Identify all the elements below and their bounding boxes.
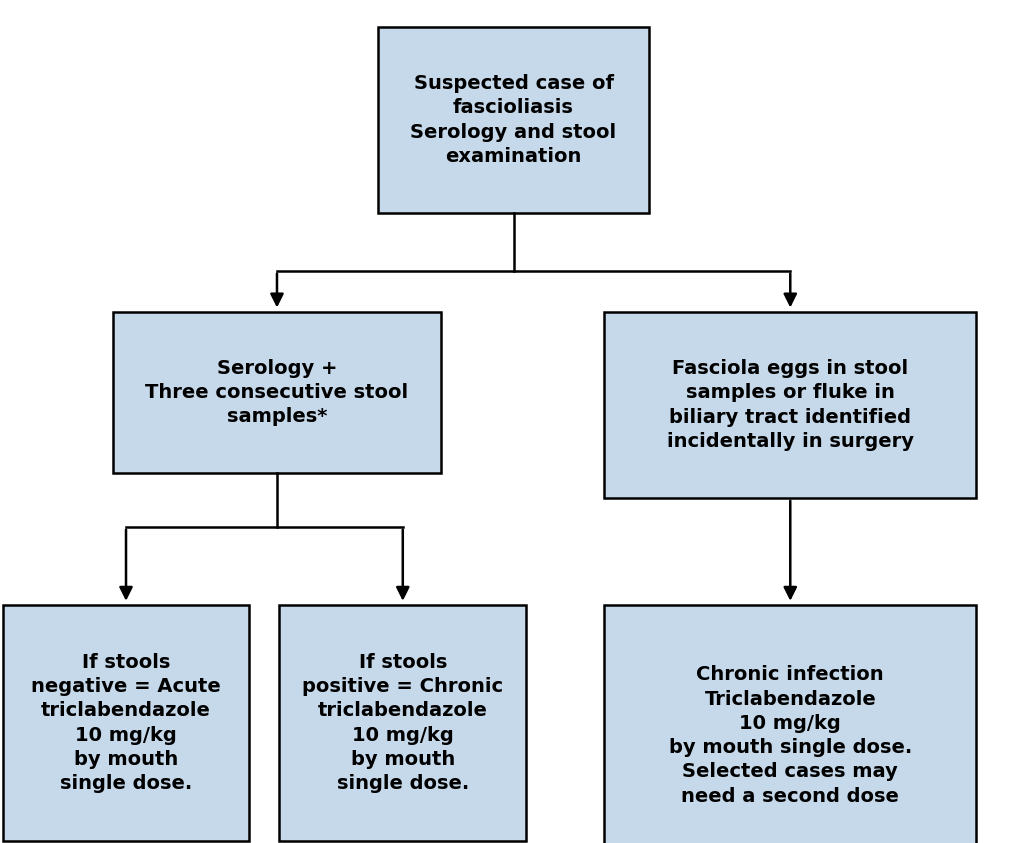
FancyBboxPatch shape	[604, 312, 977, 498]
FancyBboxPatch shape	[604, 605, 977, 843]
Text: Chronic infection
Triclabendazole
10 mg/kg
by mouth single dose.
Selected cases : Chronic infection Triclabendazole 10 mg/…	[669, 665, 912, 806]
Text: If stools
positive = Chronic
triclabendazole
10 mg/kg
by mouth
single dose.: If stools positive = Chronic triclabenda…	[302, 653, 503, 793]
Text: Fasciola eggs in stool
samples or fluke in
biliary tract identified
incidentally: Fasciola eggs in stool samples or fluke …	[667, 359, 914, 451]
FancyBboxPatch shape	[378, 27, 649, 213]
FancyBboxPatch shape	[3, 605, 250, 840]
FancyBboxPatch shape	[113, 312, 441, 473]
Text: Suspected case of
fascioliasis
Serology and stool
examination: Suspected case of fascioliasis Serology …	[411, 74, 616, 166]
Text: If stools
negative = Acute
triclabendazole
10 mg/kg
by mouth
single dose.: If stools negative = Acute triclabendazo…	[31, 653, 221, 793]
FancyBboxPatch shape	[279, 605, 526, 840]
Text: Serology +
Three consecutive stool
samples*: Serology + Three consecutive stool sampl…	[146, 359, 409, 427]
